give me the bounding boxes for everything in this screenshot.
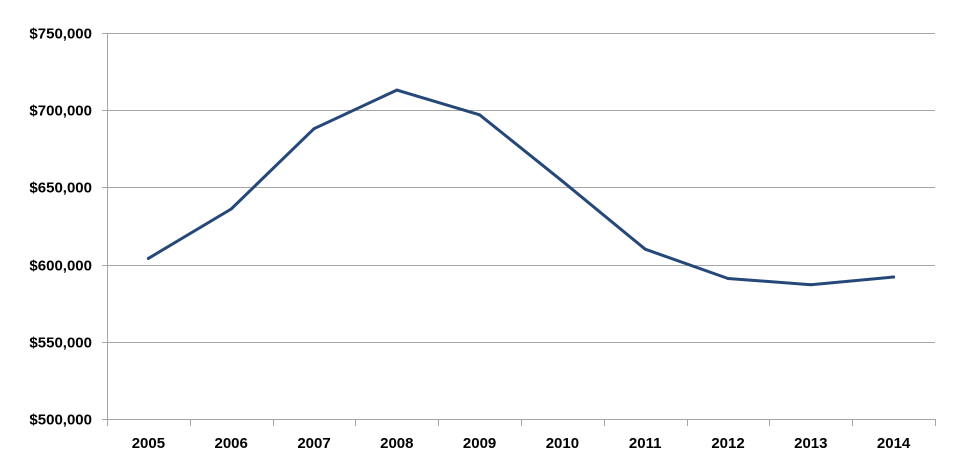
x-tick-label: 2007 [297,435,330,452]
x-tick-label: 2012 [711,435,744,452]
x-tick-label: 2009 [463,435,496,452]
x-tick-label: 2005 [132,435,165,452]
x-tick-label: 2008 [380,435,413,452]
y-tick-labels: $500,000 $550,000 $600,000 $650,000 $700,000… [29,26,92,429]
x-tick-label: 2006 [215,435,248,452]
gridlines [107,33,935,343]
data-point [643,247,647,251]
data-point [560,179,564,183]
axes [102,33,936,426]
series-layer [146,88,896,287]
data-point [809,283,813,287]
data-point [726,276,730,280]
y-tick-label: $750,000 [29,26,92,43]
x-tick-label: 2014 [877,435,911,452]
y-tick-label: $700,000 [29,103,92,120]
y-tick-label: $550,000 [29,335,92,352]
x-tick-labels: 2005 2006 2007 2008 2009 2010 2011 2012 2013 2014 [132,435,911,452]
x-tick-label: 2010 [546,435,579,452]
series-line [146,88,896,287]
data-point [312,127,316,131]
x-tick-label: 2013 [794,435,827,452]
x-tick-label: 2011 [629,435,662,452]
data-point [478,113,482,117]
data-point [146,256,150,260]
y-tick-label: $500,000 [29,412,92,429]
data-point [892,275,896,279]
y-tick-label: $600,000 [29,258,92,275]
data-point [395,88,399,92]
y-tick-label: $650,000 [29,180,92,197]
data-point [229,207,233,211]
